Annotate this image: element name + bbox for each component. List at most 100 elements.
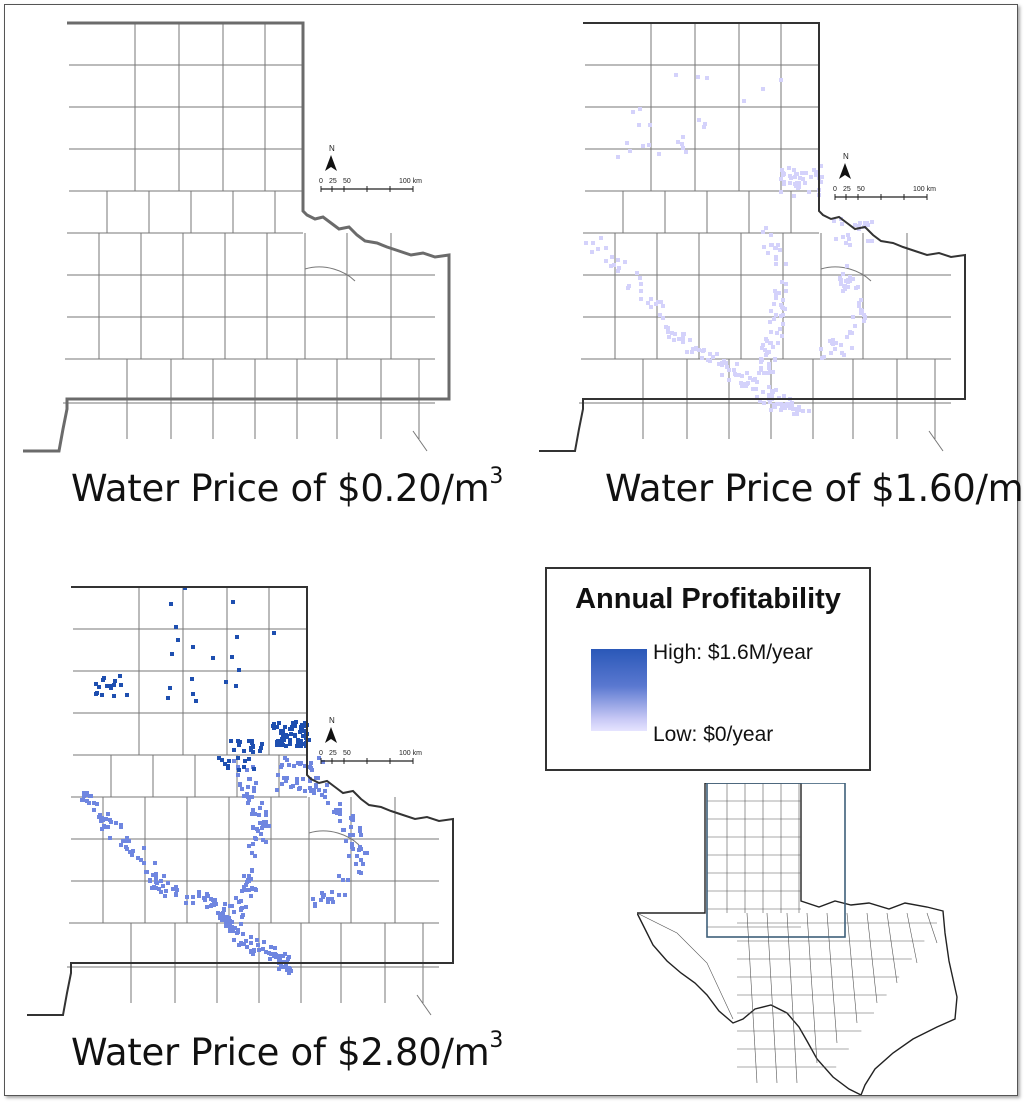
profitability-cell (301, 734, 305, 738)
profitability-cell (667, 335, 671, 339)
profitability-cell (260, 742, 264, 746)
profitability-cell (314, 783, 318, 787)
legend-title: Annual Profitability (575, 583, 841, 615)
profitability-cell (777, 291, 781, 295)
profitability-cell (766, 371, 770, 375)
profitability-cell (627, 284, 631, 288)
profitability-cell (251, 825, 255, 829)
profitability-cell (745, 382, 749, 386)
profitability-cell (357, 848, 361, 852)
profitability-cell (308, 779, 312, 783)
profitability-cell (296, 738, 300, 742)
texas-outline (637, 783, 958, 1095)
profitability-cell (191, 901, 195, 905)
profitability-cell (847, 237, 851, 241)
profitability-cell (639, 297, 643, 301)
profitability-cell (829, 351, 833, 355)
county-line (786, 912, 798, 1084)
profitability-cell (656, 300, 660, 304)
profitability-cell (755, 395, 759, 399)
profitability-cell (326, 801, 330, 805)
profitability-cell (240, 889, 244, 893)
profitability-cell (773, 246, 777, 250)
profitability-cell (251, 744, 255, 748)
profitability-cell (321, 895, 325, 899)
profitability-cell (596, 247, 600, 251)
profitability-cell (243, 888, 247, 892)
profitability-cell (191, 895, 195, 899)
profitability-cell (264, 824, 268, 828)
profitability-cell (782, 394, 786, 398)
profitability-cell (591, 241, 595, 245)
profitability-cell (792, 194, 796, 198)
profitability-cell (288, 738, 292, 742)
profitability-cell (246, 785, 250, 789)
profitability-cell (659, 300, 663, 304)
profitability-cell (142, 846, 146, 850)
county-line (308, 830, 360, 846)
profitability-cell (801, 177, 805, 181)
profitability-cell (863, 221, 867, 225)
profitability-cell (247, 739, 251, 743)
profitability-cell (725, 365, 729, 369)
profitability-cell (780, 168, 784, 172)
profitability-cell (697, 118, 701, 122)
profitability-cell (770, 389, 774, 393)
profitability-cell (250, 795, 254, 799)
profitability-cell (839, 282, 843, 286)
profitability-cell (205, 905, 209, 909)
profitability-cell (790, 401, 794, 405)
panel-title-superscript: 3 (489, 1028, 504, 1053)
profitability-cell (312, 791, 316, 795)
profitability-cell (351, 818, 355, 822)
scale-bar-label: 100 km (399, 750, 422, 757)
profitability-cell (159, 890, 163, 894)
profitability-cell (781, 403, 785, 407)
profitability-cell (194, 699, 198, 703)
profitability-cell (252, 767, 256, 771)
profitability-cell (649, 297, 653, 301)
profitability-cell (770, 393, 774, 397)
profitability-cell (121, 839, 125, 843)
profitability-cell (264, 813, 268, 817)
panel-title-text: Water Price of $0.20/m (71, 467, 490, 510)
profitability-cell (139, 858, 143, 862)
north-arrow: N (839, 152, 851, 179)
profitability-cell (341, 878, 345, 882)
profitability-cell (154, 880, 158, 884)
panel-title-text: Water Price of $2.80/m (71, 1031, 490, 1074)
profitability-cell (252, 786, 256, 790)
profitability-cell (870, 239, 874, 243)
profitability-cell (773, 358, 777, 362)
profitability-cell (171, 887, 175, 891)
profitability-cell (769, 330, 773, 334)
county-line (826, 912, 838, 1044)
profitability-cell (338, 819, 342, 823)
profitability-cell (774, 255, 778, 259)
profitability-cell (769, 309, 773, 313)
county-line (906, 912, 918, 964)
profitability-cell (781, 171, 785, 175)
north-arrow: N (325, 144, 337, 171)
profitability-cell (197, 894, 201, 898)
profitability-cell (848, 243, 852, 247)
profitability-cell (257, 813, 261, 817)
profitability-cell (762, 371, 766, 375)
profitability-cell (768, 320, 772, 324)
scale-bar-label: 50 (343, 750, 351, 757)
profitability-cell (773, 289, 777, 293)
profitability-cell (623, 260, 627, 264)
profitability-cell (792, 168, 796, 172)
profitability-cell (762, 401, 766, 405)
profitability-cell (274, 953, 278, 957)
profitability-cell (612, 263, 616, 267)
profitability-cell (174, 625, 178, 629)
profitability-cell (92, 808, 96, 812)
map-panel-low-price: N 0 25 50 100 km (23, 21, 451, 453)
profitability-cell (335, 811, 339, 815)
profitability-cell (628, 149, 632, 153)
profitability-cell (275, 725, 279, 729)
profitability-cell (609, 264, 613, 268)
profitability-cell (764, 226, 768, 230)
profitability-cell (99, 819, 103, 823)
